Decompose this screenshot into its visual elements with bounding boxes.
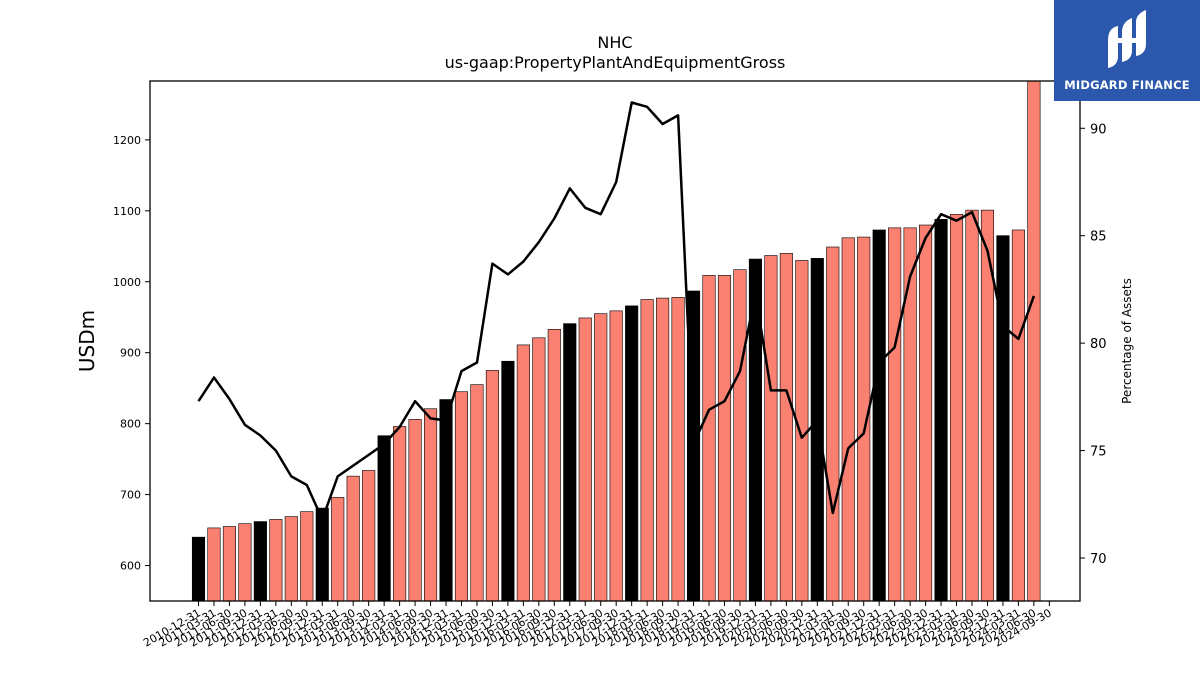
bar-2015-03-31 — [454, 391, 469, 602]
y-tick-label: 800 — [120, 418, 141, 431]
bar-2016-06-30 — [532, 337, 546, 602]
bar-2015-06-30 — [470, 384, 484, 602]
midgard-logo-icon — [1108, 10, 1146, 68]
bar-2012-03-31 — [269, 519, 283, 602]
bar-2021-03-31 — [826, 246, 840, 602]
y2-tick-label: 75 — [1090, 445, 1107, 460]
y2-tick-label: 85 — [1090, 230, 1107, 245]
bar-2019-03-31 — [702, 275, 716, 602]
bar-2013-09-30 — [362, 470, 376, 602]
bar-2024-06-30 — [1027, 80, 1041, 602]
bars-group — [191, 80, 1041, 602]
bar-2020-06-30 — [779, 253, 793, 602]
y2-tick-label: 70 — [1090, 552, 1107, 567]
bar-2014-06-30 — [408, 419, 422, 602]
chart-subtitle: us-gaap:PropertyPlantAndEquipmentGross — [445, 53, 786, 72]
y-tick-label: 1000 — [113, 276, 141, 289]
bar-2012-06-30 — [284, 516, 298, 602]
y-tick-label: 1100 — [113, 205, 141, 218]
bar-2010-12-31 — [191, 536, 206, 602]
midgard-finance-logo: MIDGARD FINANCE — [1054, 0, 1200, 101]
bar-2022-06-30 — [903, 227, 917, 602]
bar-2015-12-31 — [501, 360, 515, 602]
bar-2023-03-31 — [949, 214, 964, 602]
bar-2013-06-30 — [346, 475, 360, 602]
bar-2017-09-30 — [609, 310, 623, 602]
bar-2022-09-30 — [919, 224, 933, 602]
line-layer — [197, 101, 1036, 521]
bar-2023-06-30 — [965, 209, 979, 602]
bar-2014-03-31 — [393, 426, 407, 602]
bar-2019-06-30 — [717, 275, 732, 602]
bar-2011-06-30 — [222, 526, 236, 602]
y-tick-label: 900 — [120, 347, 141, 360]
bar-2017-03-31 — [578, 317, 592, 602]
logo-text: MIDGARD FINANCE — [1064, 78, 1190, 92]
y-tick-label: 700 — [120, 489, 141, 502]
bar-2021-06-30 — [841, 237, 855, 602]
y-tick-label: 1200 — [113, 134, 141, 147]
axes: 60070080090010001100120070758085902010-1… — [113, 80, 1107, 650]
percentage-line — [197, 101, 1036, 521]
bar-2017-06-30 — [594, 313, 608, 602]
y-tick-label: 600 — [120, 560, 141, 573]
bar-2020-09-30 — [795, 260, 809, 602]
plot-frame — [149, 80, 1081, 602]
bar-2020-12-31 — [810, 258, 824, 602]
chart-title: NHC — [597, 33, 632, 52]
bar-2018-03-31 — [640, 299, 654, 602]
bar-2011-03-31 — [207, 527, 221, 602]
bar-2017-12-31 — [625, 305, 639, 602]
bar-2011-09-30 — [238, 523, 252, 602]
bar-2016-03-31 — [516, 344, 530, 602]
bar-2023-12-31 — [996, 235, 1010, 602]
bar-2022-03-31 — [888, 227, 902, 602]
bar-2022-12-31 — [934, 219, 948, 602]
bar-2012-09-30 — [300, 511, 314, 602]
y2-tick-label: 90 — [1090, 122, 1107, 137]
bar-2016-09-30 — [547, 328, 561, 602]
bar-2021-12-31 — [872, 229, 886, 602]
bar-2020-03-31 — [764, 255, 778, 602]
bar-2018-09-30 — [671, 297, 685, 602]
bar-2016-12-31 — [563, 323, 577, 602]
bar-2012-12-31 — [315, 507, 329, 602]
bar-2014-09-30 — [423, 408, 438, 602]
y2-axis-label: Percentage of Assets — [1120, 278, 1134, 404]
y-axis-label: USDm — [75, 310, 99, 372]
bar-2024-03-31 — [1011, 229, 1025, 602]
bar-2014-12-31 — [439, 399, 453, 602]
bar-2013-12-31 — [377, 435, 391, 602]
bar-2018-06-30 — [656, 297, 670, 602]
bar-2013-03-31 — [331, 497, 345, 602]
bar-2011-12-31 — [253, 521, 267, 602]
y2-tick-label: 80 — [1090, 337, 1107, 352]
bar-2019-09-30 — [733, 269, 747, 602]
bar-2015-09-30 — [485, 370, 499, 602]
